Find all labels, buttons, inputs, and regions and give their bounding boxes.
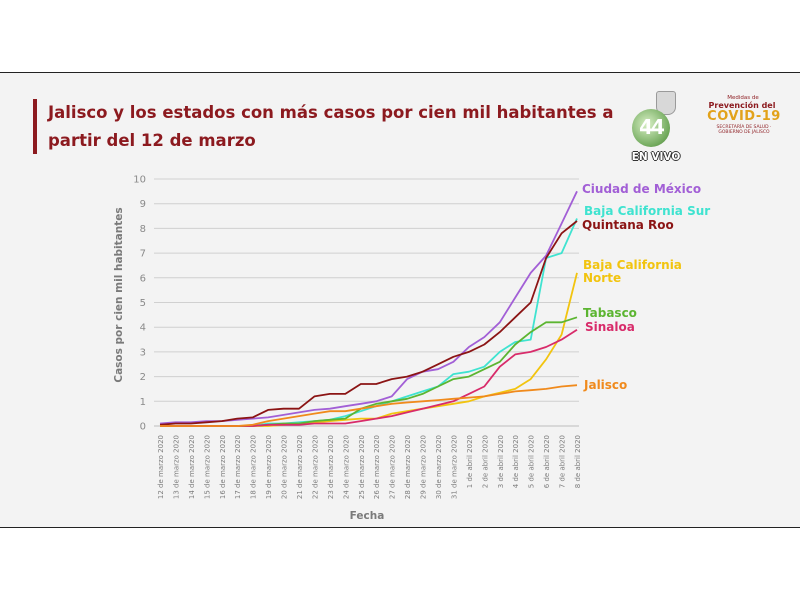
- live-badge: EN VIVO: [631, 151, 681, 163]
- y-tick-label: 10: [133, 175, 146, 186]
- chart-series: [159, 190, 578, 427]
- y-tick-label: 1: [140, 397, 146, 408]
- x-tick-label: 1 de abril 2020: [466, 435, 474, 488]
- x-tick-label: 3 de abril 2020: [497, 435, 505, 488]
- x-tick-label: 14 de marzo 2020: [188, 435, 196, 499]
- x-tick-label: 22 de marzo 2020: [311, 435, 319, 499]
- x-tick-label: 26 de marzo 2020: [373, 435, 381, 499]
- x-tick-label: 18 de marzo 2020: [250, 435, 258, 499]
- y-tick-label: 7: [140, 249, 146, 260]
- y-tick-label: 0: [140, 422, 146, 433]
- channel-logo-text: 44: [639, 115, 665, 139]
- x-tick-label: 2 de abril 2020: [481, 435, 489, 488]
- channel-logo-icon: 44: [632, 109, 670, 147]
- title-accent-bar: [33, 99, 37, 154]
- x-tick-label: 8 de abril 2020: [574, 435, 582, 488]
- y-tick-label: 5: [140, 298, 146, 309]
- x-tick-label: 31 de marzo 2020: [450, 435, 458, 499]
- campaign-line-4: SECRETARÍA DE SALUD · GOBIERNO DE JALISC…: [716, 125, 772, 135]
- y-axis-ticks: 0 1 2 3 4 5 6 7 8 9 10: [133, 175, 146, 433]
- campaign-line-2: Prevención del: [708, 101, 776, 110]
- x-tick-label: 25 de marzo 2020: [358, 435, 366, 499]
- series-line-baja-california-sur: [160, 218, 578, 427]
- campaign-line-1: Medidas de: [727, 95, 759, 101]
- x-tick-label: 4 de abril 2020: [512, 435, 520, 488]
- y-tick-label: 8: [140, 224, 146, 235]
- x-tick-label: 19 de marzo 2020: [265, 435, 273, 499]
- series-label: Baja California Sur: [584, 204, 710, 218]
- x-tick-label: 7 de abril 2020: [559, 435, 567, 488]
- x-tick-label: 29 de marzo 2020: [420, 435, 428, 499]
- x-tick-label: 30 de marzo 2020: [435, 435, 443, 499]
- x-tick-label: 23 de marzo 2020: [327, 435, 335, 499]
- series-labels: Ciudad de México Baja California SurQuint…: [582, 182, 710, 392]
- presentation-slide: Jalisco y los estados con más casos por …: [0, 72, 800, 528]
- y-tick-label: 6: [140, 273, 146, 284]
- series-label: Jalisco: [583, 378, 627, 392]
- x-tick-label: 17 de marzo 2020: [234, 435, 242, 499]
- series-label: Tabasco: [583, 306, 637, 320]
- cases-line-chart: 0 1 2 3 4 5 6 7 8 9 10 12 de marzo 2020 13 de marzo…: [113, 175, 710, 523]
- series-label: Norte: [583, 271, 621, 285]
- x-tick-label: 28 de marzo 2020: [404, 435, 412, 499]
- slide-title: Jalisco y los estados con más casos por …: [48, 103, 614, 150]
- x-tick-label: 12 de marzo 2020: [157, 435, 165, 499]
- broadcaster-logo: 44 EN VIVO: [628, 91, 700, 171]
- series-line-quintana-roo: [159, 220, 578, 426]
- x-tick-label: 20 de marzo 2020: [281, 435, 289, 499]
- y-tick-label: 2: [140, 372, 146, 383]
- x-axis-title: Fecha: [350, 510, 385, 522]
- y-tick-label: 9: [140, 199, 146, 210]
- covid-campaign-logo: Medidas de Prevención del COVID-19 SECRE…: [702, 95, 782, 135]
- x-tick-label: 27 de marzo 2020: [389, 435, 397, 499]
- crest-icon: [656, 91, 676, 115]
- x-axis-ticks: 12 de marzo 2020 13 de marzo 2020 14 de ma…: [157, 435, 582, 499]
- x-tick-label: 16 de marzo 2020: [219, 435, 227, 499]
- x-tick-label: 5 de abril 2020: [528, 435, 536, 488]
- y-axis-title: Casos por cien mil habitantes: [113, 207, 125, 382]
- x-tick-label: 15 de marzo 2020: [203, 435, 211, 499]
- series-label: Sinaloa: [585, 320, 635, 334]
- series-line-jalisco: [160, 384, 578, 427]
- series-label: Quintana Roo: [582, 218, 674, 232]
- series-label: Baja California: [583, 258, 682, 272]
- x-tick-label: 24 de marzo 2020: [342, 435, 350, 499]
- y-tick-label: 4: [140, 323, 146, 334]
- x-tick-label: 13 de marzo 2020: [172, 435, 180, 499]
- x-tick-label: 6 de abril 2020: [543, 435, 551, 488]
- series-label: Ciudad de México: [582, 182, 701, 196]
- y-tick-label: 3: [140, 347, 146, 358]
- series-line-tabasco: [160, 316, 578, 427]
- campaign-line-3: COVID-19: [707, 109, 781, 124]
- x-tick-label: 21 de marzo 2020: [296, 435, 304, 499]
